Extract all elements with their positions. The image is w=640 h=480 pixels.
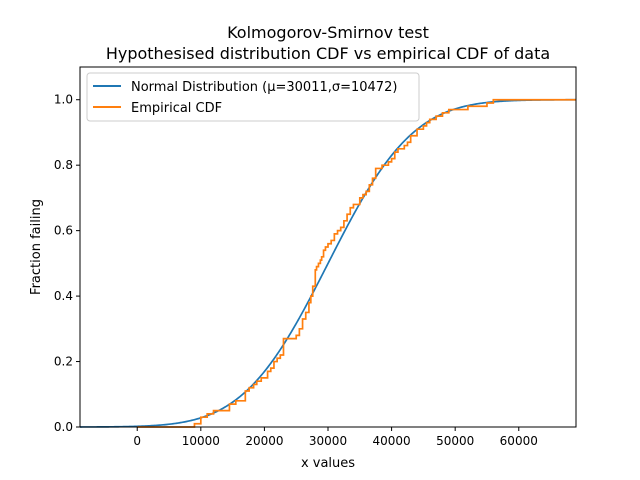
empirical-cdf-step-line xyxy=(137,98,576,428)
x-tick-label: 0 xyxy=(133,434,141,448)
y-tick-label: 1.0 xyxy=(54,93,73,107)
plot-area xyxy=(79,66,577,428)
y-tick-label: 0.8 xyxy=(54,158,73,172)
x-tick-label: 50000 xyxy=(436,434,474,448)
y-tick-label: 0.0 xyxy=(54,420,73,434)
chart-title-line-2: Hypothesised distribution CDF vs empiric… xyxy=(106,44,550,63)
x-tick-label: 20000 xyxy=(245,434,283,448)
x-tick-label: 10000 xyxy=(182,434,220,448)
y-tick-label: 0.6 xyxy=(54,224,73,238)
y-tick-label: 0.2 xyxy=(54,355,73,369)
chart-title-line-1: Kolmogorov-Smirnov test xyxy=(227,23,429,42)
legend-label-normal: Normal Distribution (μ=30011,σ=10472) xyxy=(131,80,397,95)
x-tick-label: 30000 xyxy=(309,434,347,448)
x-axis-label: x values xyxy=(301,456,355,471)
y-axis-label: Fraction failing xyxy=(29,199,44,295)
legend-box xyxy=(86,72,420,122)
y-tick-label: 0.4 xyxy=(54,289,73,303)
y-axis-ticks: 0.0 0.2 0.4 0.6 0.8 1.0 xyxy=(54,93,80,434)
x-axis-ticks: 0 10000 20000 30000 40000 50000 60000 xyxy=(133,427,538,448)
series-layer xyxy=(80,98,576,428)
x-tick-label: 40000 xyxy=(372,434,410,448)
x-tick-label: 60000 xyxy=(500,434,538,448)
legend-label-empirical: Empirical CDF xyxy=(131,101,222,116)
legend: Normal Distribution (μ=30011,σ=10472) Em… xyxy=(86,72,420,122)
